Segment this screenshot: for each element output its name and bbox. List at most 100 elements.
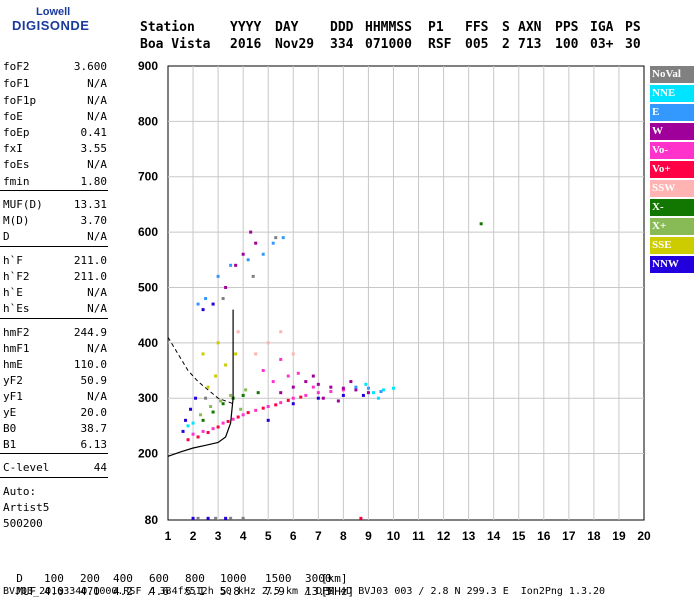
y-tick-label: 600	[138, 225, 158, 239]
point-vo-	[261, 369, 265, 373]
x-tick-label: 9	[365, 529, 372, 543]
point-e	[216, 274, 220, 278]
x-tick-label: 16	[537, 529, 551, 543]
x-tick-label: 4	[240, 529, 247, 543]
point-w	[316, 382, 320, 386]
footer-info: BVJ03_2016334071000.RSF / 384fx512h 50 k…	[3, 586, 606, 597]
param-name-7: fmin	[3, 175, 30, 188]
point-ssw	[279, 330, 283, 334]
point-e	[246, 258, 250, 262]
legend-item-vo-: Vo+	[650, 161, 694, 178]
footer-d-label: D	[16, 572, 23, 585]
footer-d-value-7: 3000	[305, 572, 332, 585]
x-tick-label: 14	[487, 529, 501, 543]
param-name-15: hmF2	[3, 326, 30, 339]
point-noval	[251, 274, 255, 278]
point-nnw	[341, 393, 345, 397]
point-nnw	[201, 308, 205, 312]
point-vo-	[299, 395, 303, 399]
point-nne	[186, 424, 190, 428]
footer-muf-value-3: 4.6	[149, 585, 169, 598]
point-w	[241, 252, 245, 256]
point-x-	[239, 407, 243, 411]
dashed-curve	[167, 337, 234, 405]
footer-d-value-3: 600	[149, 572, 169, 585]
point-sse	[206, 385, 210, 389]
point-vo-	[271, 380, 275, 384]
header-label-11: PS	[625, 20, 641, 35]
point-x-	[219, 399, 223, 403]
footer-muf-value-5: 5.8	[220, 585, 240, 598]
point-x-	[211, 410, 215, 414]
point-nnw	[184, 418, 188, 422]
point-nnw	[316, 396, 320, 400]
param-value-5: 3.55	[80, 142, 108, 155]
point-nnw	[224, 516, 228, 520]
param-name-4: foEp	[3, 126, 30, 139]
y-tick-label: 800	[138, 114, 158, 128]
header-label-1: YYYY	[230, 20, 262, 35]
point-x-	[201, 418, 205, 422]
point-noval	[204, 396, 208, 400]
point-nnw	[189, 407, 193, 411]
x-tick-label: 7	[315, 529, 322, 543]
param-name-16: hmF1	[3, 342, 30, 355]
autoscaling-code: 500200	[3, 517, 43, 530]
legend-item-ssw: SSW	[650, 180, 694, 197]
point-w	[249, 230, 253, 234]
point-ssw	[291, 352, 295, 356]
header-label-6: FFS	[465, 20, 489, 35]
point-x-	[221, 402, 225, 406]
header-value-3: 334	[330, 37, 354, 52]
y-tick-label: 300	[138, 391, 158, 405]
param-value-17: 110.0	[73, 358, 107, 371]
point-w	[354, 388, 358, 392]
point-sse	[216, 341, 220, 345]
header-label-3: DDD	[330, 20, 354, 35]
point-nne	[376, 396, 380, 400]
footer-muf-label: MUF	[16, 585, 37, 598]
point-vo-	[236, 415, 240, 419]
y-tick-label: 200	[138, 447, 158, 461]
legend-item-x-: X-	[650, 199, 694, 216]
footer-d-value-1: 200	[80, 572, 100, 585]
footer-d-value-5: 1000	[220, 572, 247, 585]
point-vo-	[286, 398, 290, 402]
x-tick-label: 2	[190, 529, 197, 543]
param-separator	[0, 453, 108, 454]
point-vo-	[226, 419, 230, 423]
param-value-4: 0.41	[80, 126, 108, 139]
footer-muf-value-1: 4.0	[80, 585, 100, 598]
point-nnw	[191, 516, 195, 520]
x-tick-label: 17	[562, 529, 576, 543]
param-value-8: 13.31	[73, 198, 107, 211]
point-vo-	[206, 431, 210, 435]
x-tick-label: 6	[290, 529, 297, 543]
point-e	[204, 297, 208, 301]
header-value-8: 713	[518, 37, 542, 52]
logo-digisonde: DIGISONDE	[12, 18, 90, 33]
param-name-23: C-level	[3, 461, 50, 474]
point-e	[271, 241, 275, 245]
point-vo-	[191, 432, 195, 436]
param-value-12: 211.0	[73, 270, 107, 283]
point-w	[329, 385, 333, 389]
x-tick-label: 18	[587, 529, 601, 543]
point-e	[366, 386, 370, 390]
footer-muf-value-7: 13.3	[305, 585, 332, 598]
point-vo-	[261, 406, 265, 410]
param-name-21: B0	[3, 422, 17, 435]
x-tick-label: 10	[387, 529, 401, 543]
point-w	[341, 386, 345, 390]
point-vo-	[201, 429, 205, 433]
point-e	[196, 302, 200, 306]
point-w	[224, 285, 228, 289]
header-value-5: RSF	[428, 37, 452, 52]
x-tick-label: 15	[512, 529, 526, 543]
point-w	[349, 380, 353, 384]
point-ssw	[266, 341, 270, 345]
header-label-9: PPS	[555, 20, 579, 35]
point-sse	[224, 363, 228, 367]
point-x-	[479, 222, 483, 226]
param-value-14: N/A	[87, 302, 107, 315]
